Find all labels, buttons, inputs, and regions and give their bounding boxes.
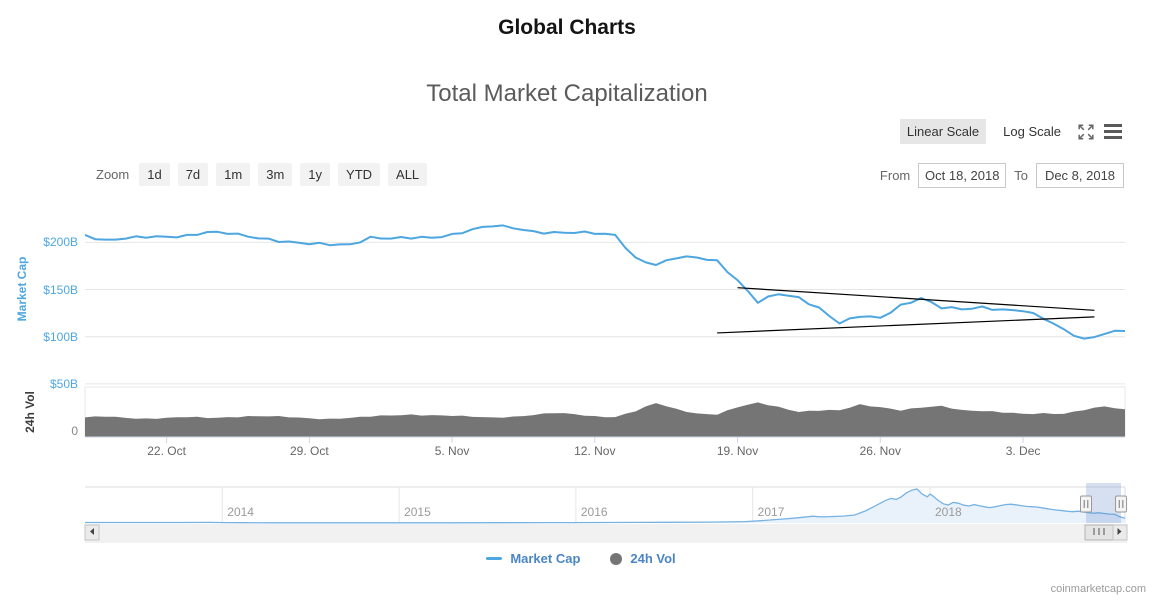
zoom-button-1m[interactable]: 1m: [216, 163, 251, 186]
range-selector: Zoom 1d 7d 1m 3m 1y YTD ALL: [96, 163, 428, 186]
volume-area-series[interactable]: [85, 402, 1125, 437]
from-label: From: [879, 168, 911, 183]
navigator-handle-right[interactable]: [1115, 495, 1128, 513]
scale-toggle: Linear Scale Log Scale: [899, 119, 1122, 144]
fullscreen-icon[interactable]: [1078, 123, 1094, 140]
navigator-line-series: [85, 488, 1126, 524]
trendline-lower-wedge: [717, 316, 1095, 334]
zoom-button-ytd[interactable]: YTD: [338, 163, 381, 186]
zoom-button-1y[interactable]: 1y: [300, 163, 331, 186]
line-marker-icon: [486, 557, 503, 560]
log-scale-button[interactable]: Log Scale: [1003, 124, 1061, 139]
scrollbar-right-arrow-icon: [1117, 528, 1122, 535]
zoom-label: Zoom: [96, 167, 130, 182]
navigator-area-fill: [85, 489, 1125, 523]
legend-label: Market Cap: [510, 551, 581, 566]
zoom-button-3m[interactable]: 3m: [258, 163, 293, 186]
zoom-button-7d[interactable]: 7d: [177, 163, 209, 186]
to-label: To: [1014, 168, 1028, 183]
date-range-inputs: From To: [880, 163, 1124, 188]
from-date-input[interactable]: [918, 163, 1007, 188]
legend-item-market-cap[interactable]: Market Cap: [486, 551, 580, 566]
circle-marker-icon: [610, 552, 623, 565]
zoom-button-all[interactable]: ALL: [388, 163, 428, 186]
legend-item-24h-vol[interactable]: 24h Vol: [610, 551, 676, 566]
context-menu-icon[interactable]: [1104, 123, 1122, 140]
zoom-button-1d[interactable]: 1d: [139, 163, 170, 186]
navigator-handle-left[interactable]: [1080, 495, 1092, 513]
chart-legend: Market Cap 24h Vol: [0, 551, 1162, 566]
market-cap-line-series[interactable]: [84, 224, 1126, 340]
page-title: Global Charts: [498, 16, 636, 39]
to-date-input[interactable]: [1036, 163, 1124, 188]
watermark: coinmarketcap.com: [1050, 583, 1146, 595]
scrollbar-left-arrow-icon: [90, 528, 94, 535]
scrollbar-track[interactable]: [85, 524, 1127, 543]
legend-label: 24h Vol: [630, 551, 676, 566]
linear-scale-button[interactable]: Linear Scale: [899, 119, 987, 144]
zoom-buttons: 1d 7d 1m 3m 1y YTD ALL: [139, 163, 428, 186]
trendline-upper-wedge: [737, 287, 1095, 311]
chart-title: Total Market Capitalization: [426, 80, 708, 107]
